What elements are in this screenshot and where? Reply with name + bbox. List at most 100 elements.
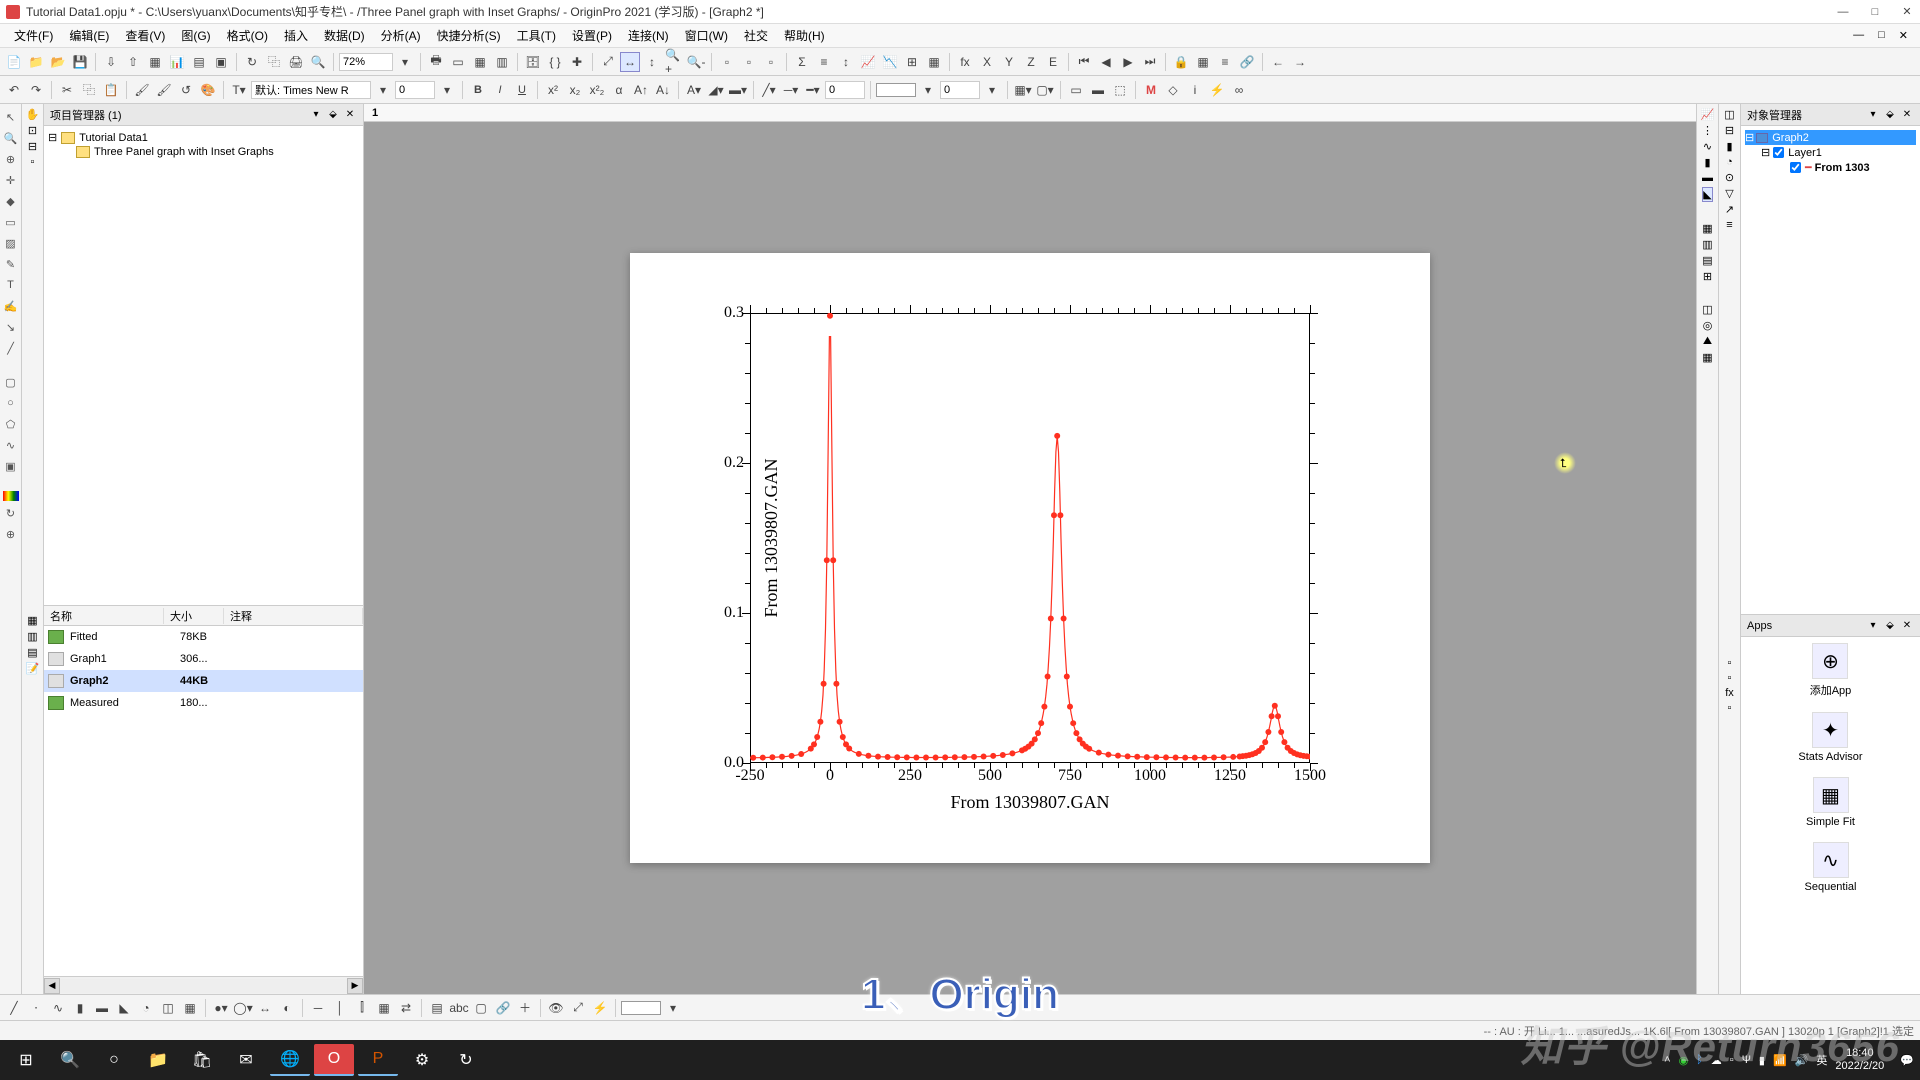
screen-reader-tool[interactable]: ✛ [2,171,20,189]
toolbar-z-icon[interactable]: Z [1021,52,1041,72]
color-scale-tool[interactable] [3,491,19,501]
close-button[interactable]: ✕ [1900,5,1914,19]
y-axis-label[interactable]: From 13039807.GAN [761,458,782,617]
obj-plot-node[interactable]: ━ From 1303 [1745,160,1916,175]
ternary-button[interactable]: ▽ [1725,187,1733,200]
bg-color-button[interactable]: ▦▾ [1013,80,1033,100]
new-layout-button[interactable]: ▣ [211,52,231,72]
project-hscroll[interactable]: ◀ ▶ [44,976,363,994]
pie-button[interactable]: ◔ [1726,156,1733,168]
canvas-area[interactable]: From 13039807.GAN From 13039807.GAN 0.00… [364,122,1696,994]
menu-help[interactable]: 帮助(H) [776,25,833,46]
tray-usb-icon[interactable]: Ψ [1742,1054,1751,1066]
plot-3d-icon[interactable]: ◫ [158,998,178,1018]
box-plot-button[interactable]: ⊟ [1725,124,1734,137]
vector-button[interactable]: ↗ [1725,203,1734,216]
tray-wechat-icon[interactable]: ◉ [1679,1054,1689,1067]
update-taskbar-icon[interactable]: ↻ [446,1044,486,1076]
tray-wifi-icon[interactable]: 📶 [1773,1054,1787,1067]
toolbar-database-icon[interactable]: 🗄 [523,52,543,72]
gap-icon[interactable]: ↔ [255,998,275,1018]
tray-app-icon[interactable]: ▫ [1730,1054,1734,1066]
rect-tool[interactable]: ▢ [2,373,20,391]
start-button[interactable]: ⊞ [6,1044,46,1076]
fontsize-dropdown[interactable]: ▾ [437,80,457,100]
axis-break-icon[interactable]: ⫿ [352,998,372,1018]
toolbar-sort-icon[interactable]: ↕ [836,52,856,72]
multi-y-button[interactable]: ▥ [1702,238,1712,251]
new-sheet-tool[interactable]: ▦ [27,614,37,627]
toolbar-e-icon[interactable]: E [1043,52,1063,72]
line-plot-button[interactable]: 📈 [1701,108,1715,121]
apps-dropdown-button[interactable]: ▾ [1866,619,1880,633]
toolbar-extract-layer-icon[interactable]: ▫ [739,52,759,72]
toolbar-rescale-y-icon[interactable]: ↕ [642,52,662,72]
data-selector-tool[interactable]: ◆ [2,192,20,210]
col-name[interactable]: 名称 [44,608,164,624]
store-taskbar-icon[interactable]: 🛍 [182,1044,222,1076]
obj-dropdown-button[interactable]: ▾ [1866,108,1880,122]
toolbar-chart3-icon[interactable]: ⊞ [902,52,922,72]
toolbar-zoom-in-icon[interactable]: 🔍+ [664,52,684,72]
whole-page-tool[interactable]: ▫ [31,156,35,168]
rotate-tool[interactable]: ↻ [2,504,20,522]
connect-button[interactable]: ∞ [1229,80,1249,100]
font-family-input[interactable] [251,81,371,99]
panel-close-button[interactable]: ✕ [343,108,357,122]
file-row[interactable]: Fitted78KB [44,626,363,648]
line-tool[interactable]: ╱ [2,339,20,357]
supsubscript-button[interactable]: x²₂ [587,80,607,100]
plot-line-icon[interactable]: ╱ [4,998,24,1018]
menu-settings[interactable]: 设置(P) [564,25,620,46]
menu-data[interactable]: 数据(D) [316,25,373,46]
new-worksheet-button[interactable]: ▦ [145,52,165,72]
plot-bar-icon[interactable]: ▬ [92,998,112,1018]
workspace-tab[interactable]: 1 [364,104,1696,122]
speed-button[interactable]: ⚡ [1207,80,1227,100]
italic-button[interactable]: I [490,80,510,100]
histogram-button[interactable]: ▮ [1726,140,1732,153]
line-width-input[interactable] [825,81,865,99]
column-plot-button[interactable]: ▮ [1704,156,1710,169]
menu-view[interactable]: 查看(V) [117,25,173,46]
new-excel-tool[interactable]: ▥ [27,630,37,643]
paste-button[interactable]: 📋 [101,80,121,100]
duplicate-button[interactable]: ⿻ [264,52,284,72]
freehand-tool[interactable]: ∿ [2,436,20,454]
color-swatch[interactable] [621,1001,661,1015]
scatter-plot-button[interactable]: ⋮ [1702,124,1713,137]
menu-tools[interactable]: 工具(T) [509,25,564,46]
toolbar-rescale-x-icon[interactable]: ↔ [620,52,640,72]
search-button[interactable]: 🔍 [50,1044,90,1076]
reader-tool[interactable]: ⊕ [2,150,20,168]
scale-out-tool[interactable]: ⊟ [28,140,37,153]
print-preview-button[interactable]: 🔍 [308,52,328,72]
rescale-icon[interactable]: ⤢ [568,998,588,1018]
undo-button[interactable]: ↶ [4,80,24,100]
tree-root[interactable]: ⊟ Tutorial Data1 [48,130,359,145]
toolbar-arrow-left-icon[interactable]: ← [1268,52,1288,72]
zoom-input[interactable] [339,53,393,71]
plot-visibility-checkbox[interactable] [1790,162,1801,173]
line-symbol-button[interactable]: ∿ [1703,140,1712,153]
function-plot-button[interactable]: fx [1725,687,1734,699]
i-button[interactable]: i [1185,80,1205,100]
axis-y-icon[interactable]: │ [330,998,350,1018]
legend-icon[interactable]: ▤ [427,998,447,1018]
file-row[interactable]: Graph244KB [44,670,363,692]
toolbar-copy-page-icon[interactable]: ▭ [448,52,468,72]
toolbar-merge-icon[interactable]: ▫ [761,52,781,72]
bold-button[interactable]: B [468,80,488,100]
plot-scatter-icon[interactable]: ⋅ [26,998,46,1018]
fill-color-button[interactable]: ▬▾ [728,80,748,100]
child-close-button[interactable]: ✕ [1899,29,1908,42]
redo-button[interactable]: ↷ [26,80,46,100]
waterfall-button[interactable]: ≡ [1726,219,1732,231]
superscript-button[interactable]: x² [543,80,563,100]
tree-child[interactable]: Three Panel graph with Inset Graphs [48,145,359,159]
surface-button[interactable]: ⛰ [1703,335,1712,348]
apps-close-button[interactable]: ✕ [1900,619,1914,633]
4panel-button[interactable]: ⊞ [1703,270,1712,283]
toolbar-align-icon[interactable]: ≡ [1215,52,1235,72]
contour-button[interactable]: ◎ [1703,319,1713,332]
